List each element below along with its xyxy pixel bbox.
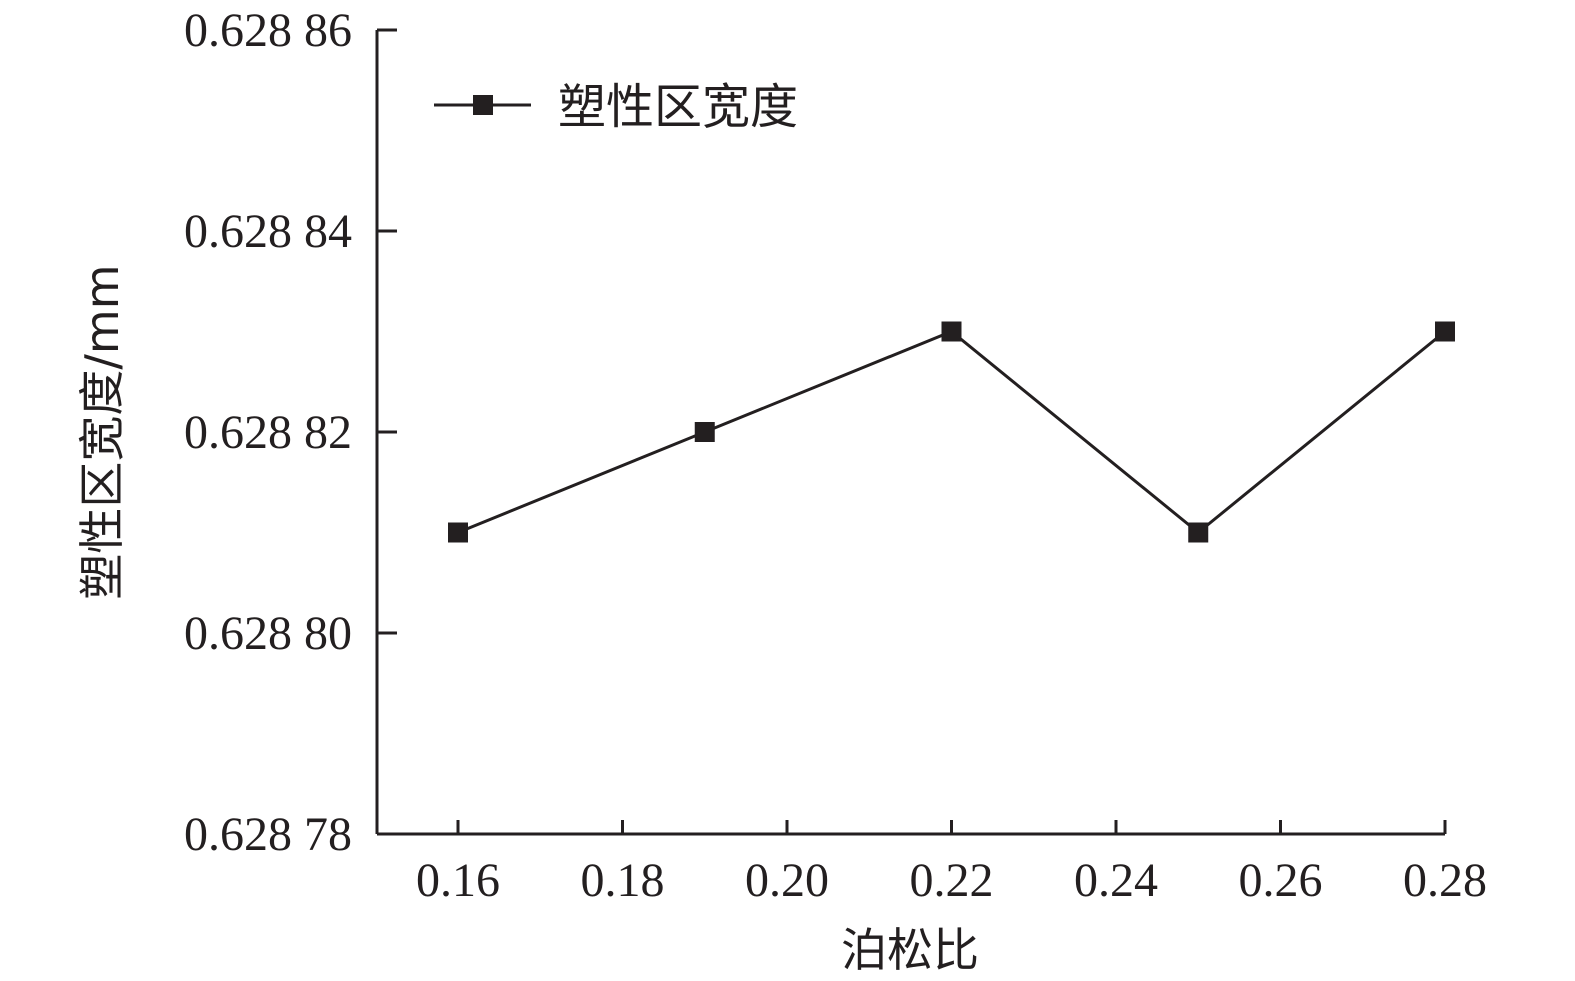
- x-axis-title: 泊松比: [841, 923, 979, 977]
- x-axis-ticks: 0.16 0.18 0.20 0.22 0.24 0.26 0.28: [416, 820, 1487, 907]
- y-tick-label: 0.628 78: [184, 808, 352, 861]
- data-point-marker: [448, 522, 468, 543]
- legend: 塑性区宽度: [434, 79, 798, 135]
- y-tick-label: 0.628 82: [184, 406, 352, 459]
- y-tick-label: 0.628 80: [184, 607, 352, 660]
- x-tick-label: 0.28: [1403, 854, 1487, 907]
- y-tick-label: 0.628 86: [184, 4, 352, 57]
- x-tick-label: 0.18: [581, 854, 665, 907]
- axes: [375, 30, 1445, 836]
- series-line: [457, 329, 1446, 535]
- x-tick-label: 0.16: [416, 854, 500, 907]
- y-axis-ticks: 0.628 78 0.628 80 0.628 82 0.628 84 0.628 86: [184, 4, 397, 861]
- data-point-marker: [941, 321, 962, 342]
- series-layer: [448, 321, 1455, 543]
- x-tick-label: 0.22: [910, 854, 994, 907]
- data-point-marker: [1435, 321, 1455, 342]
- x-tick-label: 0.26: [1239, 854, 1323, 907]
- x-tick-label: 0.24: [1074, 854, 1158, 907]
- legend-label: 塑性区宽度: [558, 79, 798, 135]
- y-tick-label: 0.628 84: [184, 205, 352, 258]
- data-point-marker: [694, 422, 715, 442]
- data-point-marker: [1188, 522, 1209, 543]
- x-tick-label: 0.20: [745, 854, 829, 907]
- legend-marker-swatch: [473, 95, 493, 115]
- y-axis-title: 塑性区宽度/mm: [75, 264, 129, 599]
